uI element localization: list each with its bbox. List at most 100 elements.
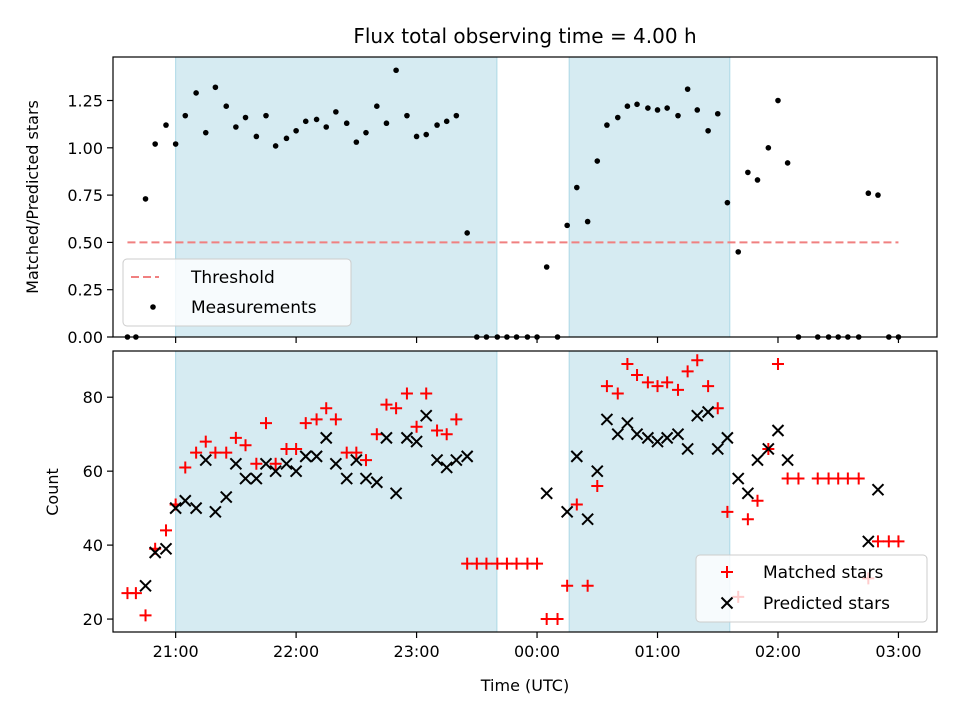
matched-stars-point (329, 413, 342, 426)
matched-stars-point (681, 365, 694, 378)
predicted-stars-point (430, 453, 444, 467)
measurement-point (253, 133, 260, 140)
matched-stars-point (551, 613, 564, 626)
measurement-point (574, 184, 580, 191)
predicted-stars-point (591, 464, 604, 478)
measurement-point (343, 120, 350, 127)
x-tick-label: 02:00 (755, 642, 801, 661)
predicted-stars-point (600, 413, 614, 426)
x-tick-label: 00:00 (514, 642, 560, 661)
measurement-point (624, 103, 631, 109)
measurement-point (765, 145, 772, 151)
matched-stars-point (290, 442, 303, 455)
predicted-stars-point (611, 427, 624, 441)
y-tick-label: 20 (83, 610, 103, 629)
matched-stars-point (751, 494, 764, 507)
predicted-stars-point (660, 431, 674, 445)
predicted-stars-point (410, 435, 423, 448)
measurement-point (293, 127, 299, 134)
measurement-point (423, 131, 430, 138)
predicted-stars-point (179, 494, 192, 507)
measurement-point (172, 141, 179, 147)
predicted-stars-point (189, 501, 203, 515)
x-tick-label: 01:00 (634, 642, 680, 661)
predicted-stars-point (862, 535, 875, 548)
measurement-point (302, 118, 309, 125)
y-tick-label: 0.25 (67, 281, 103, 300)
matched-stars-point (510, 557, 523, 570)
predicted-stars-point (359, 472, 373, 485)
measurement-point (564, 222, 570, 229)
measurement-point (784, 160, 791, 166)
predicted-stars-point (871, 483, 885, 496)
measurement-point (263, 112, 269, 119)
matched-stars-point (220, 446, 233, 459)
predicted-stars-point (570, 450, 584, 463)
predicted-stars-point (350, 453, 363, 467)
matched-stars-point (651, 380, 664, 393)
shaded-observing-window (568, 56, 731, 338)
predicted-stars-point (269, 464, 282, 478)
matched-stars-point (269, 457, 282, 470)
predicted-stars-point (651, 435, 664, 448)
predicted-stars-point (460, 450, 474, 463)
matched-stars-point (129, 587, 142, 600)
matched-stars-point (661, 376, 674, 389)
predicted-stars-point (641, 431, 655, 445)
matched-stars-point (209, 446, 222, 459)
predicted-stars-point (681, 442, 694, 456)
matched-stars-point (431, 424, 444, 437)
measurement-point (404, 112, 410, 119)
matched-stars-point (792, 472, 805, 485)
measurement-point (664, 105, 670, 111)
matched-stars-point (852, 472, 865, 485)
legend-matched-swatch (721, 566, 733, 578)
matched-stars-point (561, 579, 574, 592)
measurement-point (775, 97, 781, 104)
measurement-point (745, 169, 751, 176)
predicted-stars-point (199, 453, 212, 467)
predicted-stars-point (721, 431, 734, 445)
x-axis-label: Time (UTC) (480, 676, 569, 695)
y-tick-label: 40 (83, 536, 103, 555)
predicted-stars-point (440, 461, 453, 474)
predicted-stars-point (691, 409, 704, 422)
measurement-point (233, 124, 239, 130)
matched-stars-point (781, 472, 794, 485)
matched-stars-point (299, 417, 312, 430)
matched-stars-point (591, 479, 604, 492)
measurement-point (283, 135, 290, 142)
matched-stars-point (350, 446, 363, 459)
legend-threshold-label: Threshold (190, 268, 275, 288)
matched-stars-point (420, 387, 433, 400)
predicted-stars-point (751, 453, 764, 467)
matched-stars-point (400, 387, 413, 400)
y-tick-label: 80 (83, 388, 103, 407)
matched-stars-point (570, 498, 583, 511)
matched-stars-point (390, 402, 403, 415)
measurement-point (272, 143, 279, 149)
predicted-stars-point (340, 472, 353, 485)
predicted-stars-point (220, 490, 233, 504)
predicted-stars-point (299, 450, 312, 463)
predicted-stars-point (320, 431, 333, 445)
predicted-stars-point (581, 513, 594, 526)
measurement-point (313, 116, 320, 123)
measurement-point (223, 103, 230, 109)
matched-stars-point (410, 420, 423, 433)
measurement-point (163, 122, 169, 128)
matched-stars-point (380, 398, 393, 411)
axes-frame (112, 350, 938, 633)
measurement-point (675, 112, 681, 119)
matched-stars-point (259, 417, 272, 430)
predicted-stars-point (139, 579, 152, 592)
y-tick-label: 60 (83, 462, 103, 481)
matched-stars-point (811, 472, 824, 485)
matched-stars-point (581, 579, 594, 592)
measurement-point (714, 110, 721, 117)
predicted-stars-point (732, 472, 745, 485)
matched-stars-point (600, 380, 613, 393)
predicted-stars-point (701, 405, 715, 419)
predicted-stars-point (781, 453, 794, 467)
y-tick-label: 1.25 (67, 92, 103, 111)
